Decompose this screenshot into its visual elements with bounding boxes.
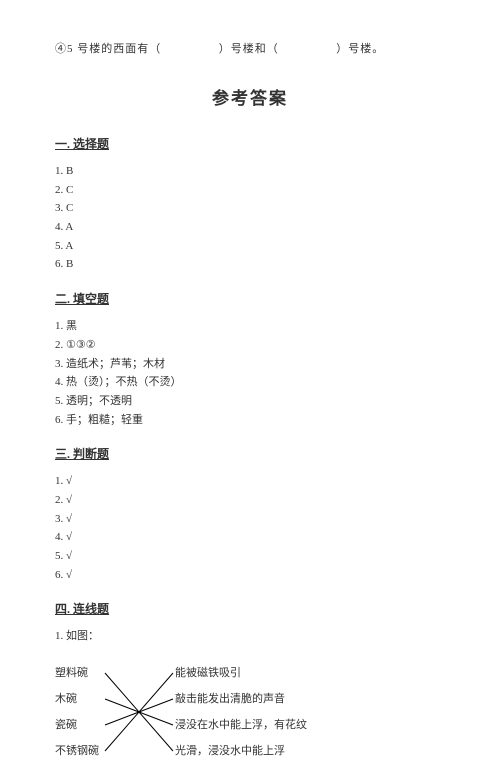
match-left-item: 塑料碗 <box>55 660 99 686</box>
match-left-item: 不锈钢碗 <box>55 738 99 764</box>
answer-item: 4. √ <box>55 528 445 547</box>
q-mid: ）号楼和（ <box>219 43 279 55</box>
answer-item: 2. ①③② <box>55 336 445 355</box>
answer-item: 6. B <box>55 255 445 274</box>
answer-item: 4. 热（烫）；不热（不烫） <box>55 373 445 392</box>
page-title: 参考答案 <box>55 84 445 109</box>
answer-item: 2. C <box>55 181 445 200</box>
match-right-item: 浸没在水中能上浮，有花纹 <box>175 712 307 738</box>
match-left-item: 木碗 <box>55 686 99 712</box>
matching-diagram: 塑料碗木碗瓷碗不锈钢碗 能被磁铁吸引敲击能发出清脆的声音浸没在水中能上浮，有花纹… <box>55 660 335 770</box>
section-1-answers: 1. B2. C3. C4. A5. A6. B <box>55 162 445 274</box>
top-question: ④5 号楼的西面有（ ）号楼和（ ）号楼。 <box>55 40 445 56</box>
section-2-title: 二. 填空题 <box>55 290 445 307</box>
answer-item: 6. √ <box>55 566 445 585</box>
answer-item: 6. 手；粗糙；轻重 <box>55 411 445 430</box>
answer-item: 3. C <box>55 199 445 218</box>
match-right-item: 光滑，浸没水中能上浮 <box>175 738 307 764</box>
section-3-answers: 1. √2. √3. √4. √5. √6. √ <box>55 472 445 584</box>
answer-item: 2. √ <box>55 491 445 510</box>
section-1-title: 一. 选择题 <box>55 135 445 152</box>
section-4-title: 四. 连线题 <box>55 600 445 617</box>
answer-item: 4. A <box>55 218 445 237</box>
matching-right-column: 能被磁铁吸引敲击能发出清脆的声音浸没在水中能上浮，有花纹光滑，浸没水中能上浮 <box>175 660 307 764</box>
s4-intro-text: 1. 如图： <box>55 627 445 646</box>
section-3-title: 三. 判断题 <box>55 445 445 462</box>
answer-item: 3. 造纸术；芦苇；木材 <box>55 355 445 374</box>
match-right-item: 能被磁铁吸引 <box>175 660 307 686</box>
answer-item: 1. 黑 <box>55 317 445 336</box>
answer-item: 5. 透明；不透明 <box>55 392 445 411</box>
q-prefix: ④5 号楼的西面有（ <box>55 43 161 55</box>
q-suffix: ）号楼。 <box>336 43 384 55</box>
match-left-item: 瓷碗 <box>55 712 99 738</box>
answer-item: 3. √ <box>55 510 445 529</box>
section-4-intro: 1. 如图： <box>55 627 445 646</box>
matching-left-column: 塑料碗木碗瓷碗不锈钢碗 <box>55 660 99 764</box>
answer-item: 5. √ <box>55 547 445 566</box>
answer-item: 1. √ <box>55 472 445 491</box>
section-2-answers: 1. 黑2. ①③②3. 造纸术；芦苇；木材4. 热（烫）；不热（不烫）5. 透… <box>55 317 445 429</box>
answer-item: 5. A <box>55 237 445 256</box>
answer-item: 1. B <box>55 162 445 181</box>
match-right-item: 敲击能发出清脆的声音 <box>175 686 307 712</box>
